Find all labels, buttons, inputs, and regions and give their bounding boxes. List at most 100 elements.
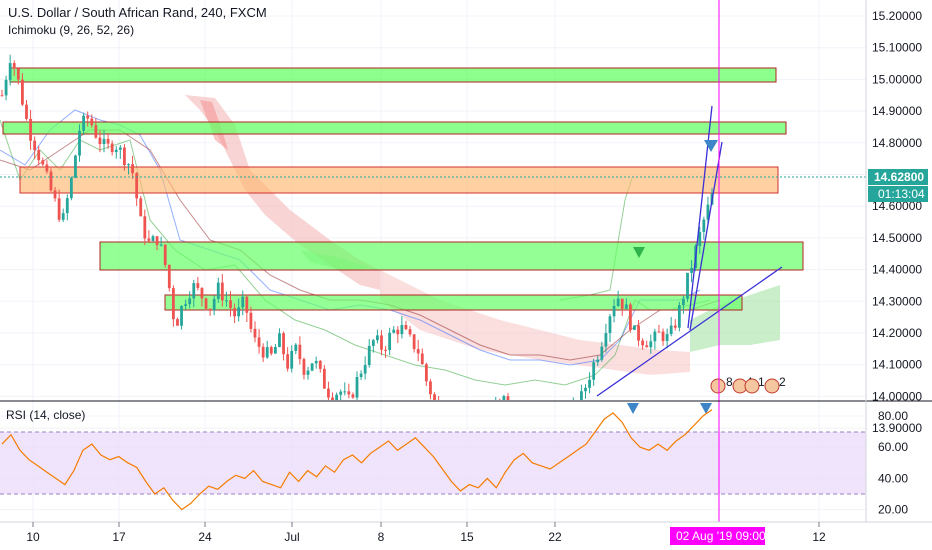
flag-icon-us-3[interactable]	[744, 378, 760, 394]
candle-body	[661, 331, 665, 342]
candle-body	[600, 346, 604, 360]
candle-body	[588, 379, 591, 388]
candle-body	[698, 231, 702, 246]
rsi-blue-arrow-icon-1	[627, 403, 639, 414]
candle-body	[269, 347, 273, 354]
candle-body	[29, 118, 32, 141]
time-tick-label: 24	[198, 530, 212, 544]
candle-body	[237, 307, 241, 317]
candle-body	[208, 308, 212, 311]
price-tick-label: 14.90000	[872, 104, 922, 118]
green-down-arrow-icon	[633, 247, 645, 258]
candle-body	[637, 325, 640, 341]
zone-green-14-35[interactable]	[99, 241, 804, 271]
candle-body	[314, 360, 318, 364]
candle-body	[616, 298, 620, 306]
rsi-series-line	[1, 409, 713, 511]
candle-body	[180, 306, 183, 326]
rsi-tick-label: 80.00	[878, 409, 908, 423]
candle-body	[584, 387, 587, 392]
flag-icon-us-1[interactable]	[710, 378, 726, 394]
price-tick-label: 14.20000	[872, 326, 922, 340]
candle-body	[229, 300, 232, 309]
rsi-tick-label: 60.00	[878, 440, 908, 454]
countdown-bg	[868, 186, 928, 202]
candle-body	[139, 198, 143, 217]
zone-green-15-00[interactable]	[9, 67, 777, 83]
time-tick-label: 12	[812, 530, 826, 544]
candle-body	[335, 394, 338, 400]
candle-body	[702, 219, 706, 232]
price-tick-label: 14.80000	[872, 136, 922, 150]
candle-body	[110, 143, 114, 153]
candle-body	[37, 150, 41, 161]
price-axis[interactable]: 15.20000 15.10000 15.00000 14.90000 14.80000…	[872, 9, 922, 435]
candle-body	[216, 282, 220, 299]
candle-body	[204, 298, 208, 309]
time-tick-label: Jul	[284, 530, 299, 544]
candle-body	[278, 333, 281, 347]
blue-down-arrow-icon	[704, 140, 718, 152]
time-tick-label: 15	[460, 530, 474, 544]
rsi-line	[1, 409, 713, 511]
time-tick-label: 17	[112, 530, 126, 544]
candle-body	[596, 359, 600, 363]
zone-orange-14-60[interactable]	[19, 166, 779, 194]
candle-body	[196, 283, 200, 288]
candle-body	[184, 304, 188, 307]
candle-body	[86, 115, 90, 119]
event-badges[interactable]: 8 4 1 2	[710, 375, 786, 394]
candle-body	[310, 363, 314, 371]
candle-body	[220, 282, 224, 301]
price-tick-label: 14.10000	[872, 358, 922, 372]
candle-body	[327, 388, 330, 398]
chart-title: U.S. Dollar / South African Rand, 240, F…	[8, 5, 267, 20]
candle-body	[367, 345, 371, 366]
trend-line-steep-right[interactable]	[689, 141, 723, 331]
candle-body	[78, 130, 81, 156]
candle-body	[376, 335, 379, 341]
candle-body	[53, 190, 57, 199]
candle-body	[343, 391, 347, 393]
bearish-cloud-lower	[380, 270, 690, 375]
candle-body	[171, 288, 175, 320]
candle-body	[61, 213, 65, 220]
candle-body	[624, 304, 628, 309]
candle-body	[294, 344, 298, 351]
candle-body	[25, 104, 28, 119]
candle-body	[371, 340, 375, 346]
time-highlight: 02 Aug '19 09:00	[670, 527, 766, 545]
candle-body	[131, 164, 134, 174]
time-axis[interactable]: 10 17 24 Jul 8 15 22 12	[26, 522, 826, 544]
candle-body	[686, 272, 689, 299]
price-tick-label: 14.60000	[872, 199, 922, 213]
candle-body	[106, 138, 110, 144]
candle-body	[408, 329, 412, 335]
zone-green-14-18[interactable]	[164, 294, 743, 311]
trend-line-lower[interactable]	[596, 266, 783, 397]
price-tick-label: 14.30000	[872, 294, 922, 308]
candle-body	[384, 349, 387, 351]
candle-body	[318, 360, 322, 369]
annotation-arrows	[627, 140, 718, 414]
time-highlight-label: 02 Aug '19 09:00	[676, 529, 766, 543]
candle-body	[192, 283, 196, 299]
rsi-axis[interactable]: 80.00 60.00 40.00 20.00	[878, 409, 908, 517]
candle-body	[380, 335, 383, 350]
flag-icon-us-4[interactable]	[764, 378, 780, 394]
candle-body	[331, 397, 334, 400]
candle-body	[433, 394, 436, 400]
candle-body	[253, 328, 257, 338]
candle-body	[690, 267, 693, 273]
zone-green-14-80[interactable]	[2, 121, 787, 135]
candle-body	[57, 198, 61, 220]
candle-body	[225, 300, 228, 302]
price-tick-label: 15.20000	[872, 9, 922, 23]
candle-body	[200, 287, 204, 299]
candle-body	[628, 304, 632, 330]
bearish-cloud	[185, 95, 380, 290]
candle-body	[233, 308, 236, 317]
candle-body	[4, 79, 8, 96]
candle-body	[604, 333, 608, 347]
